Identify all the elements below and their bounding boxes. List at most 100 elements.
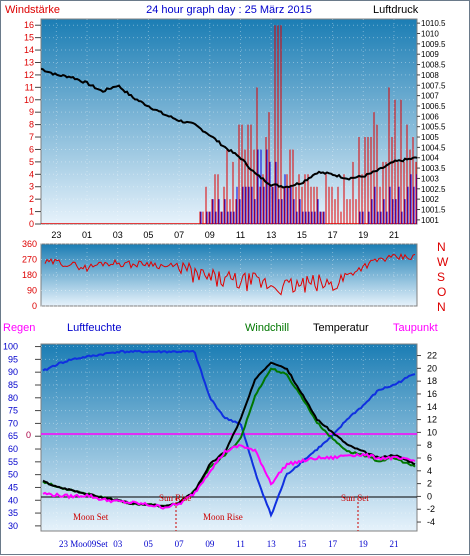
temperature-tick-label: 22 — [427, 351, 437, 361]
pressure-series — [41, 67, 417, 189]
x-tick-label: 07 — [174, 230, 184, 240]
pressure-tick-label: 1003.5 — [421, 164, 446, 173]
sun-set-label: Sun Set — [341, 493, 369, 503]
x-tick-label: 09 — [205, 539, 215, 549]
dewpoint-series — [42, 443, 416, 510]
wind-tick-label: 4 — [29, 169, 34, 179]
x-tick-label: 19 — [359, 539, 369, 549]
humidity-tick-label: 95 — [8, 354, 18, 364]
sun-rise-label: Sun Rise — [159, 493, 191, 503]
x-tick-label: 11 — [236, 539, 245, 549]
pressure-tick-label: 1010 — [421, 29, 439, 38]
direction-trace — [44, 252, 416, 296]
pressure-tick-label: 1006.5 — [421, 102, 446, 111]
x-tick-label: 19 — [358, 230, 368, 240]
temperature-tick-label: -4 — [427, 517, 435, 527]
wind-tick-label: 5 — [29, 157, 34, 167]
direction-tick-label: 270 — [22, 255, 37, 265]
temperature-tick-label: 2 — [427, 479, 432, 489]
x-tick-label: 05 — [143, 230, 153, 240]
x-tick-label: 21 — [389, 539, 398, 549]
temperature-tick-label: 14 — [427, 402, 437, 412]
pressure-tick-label: 1007.5 — [421, 81, 446, 90]
humidity-series — [42, 349, 416, 518]
humidity-label: Luftfeuchte — [67, 322, 121, 334]
rain-tick-label: 0 — [26, 430, 31, 440]
humidity-axis: 30 35 40 45 50 55 60 65 70 75 80 85 90 95 100 — [3, 342, 41, 531]
pressure-tick-label: 1007 — [421, 92, 439, 101]
wind-tick-label: 7 — [29, 132, 34, 142]
humidity-tick-label: 100 — [3, 342, 18, 352]
direction-tick-label: 0 — [32, 301, 37, 311]
x-tick-label: 17 — [328, 230, 338, 240]
wind-tick-label: 10 — [24, 95, 34, 105]
x-tick-label: 11 — [236, 230, 245, 240]
windchill-label: Windchill — [245, 322, 289, 334]
wind-tick-label: 14 — [24, 45, 34, 55]
wind-tick-label: 3 — [29, 182, 34, 192]
direction-tick-label: 180 — [22, 270, 37, 280]
wind-tick-label: 8 — [29, 120, 34, 130]
humidity-tick-label: 35 — [8, 508, 18, 518]
compass-label: S — [437, 270, 445, 284]
moon-set-label: Moon Set — [73, 512, 109, 522]
humidity-tick-label: 50 — [8, 470, 18, 480]
wind-tick-label: 12 — [24, 70, 34, 80]
humidity-tick-label: 55 — [8, 457, 18, 467]
x-tick-label: 09 — [205, 230, 215, 240]
x-tick-label: 03 — [113, 230, 123, 240]
wind-speed-series — [41, 25, 417, 224]
x-tick-label: 17 — [328, 539, 338, 549]
temperature-tick-label: -2 — [427, 504, 435, 514]
wind-speed-label: Windstärke — [5, 4, 60, 16]
humidity-tick-label: 70 — [8, 418, 18, 428]
humidity-tick-label: 80 — [8, 393, 18, 403]
x-tick-label: 15 — [297, 539, 307, 549]
x-tick-label: 13 — [267, 539, 277, 549]
temperature-tick-label: 0 — [427, 491, 432, 501]
humidity-tick-label: 40 — [8, 495, 18, 505]
wind-direction-plot-area — [40, 243, 418, 307]
temperature-tick-label: 10 — [427, 427, 437, 437]
x-tick-label: 01 — [82, 230, 92, 240]
gust-series — [200, 149, 417, 224]
moon-rise-label: Moon Rise — [203, 512, 243, 522]
wind-tick-label: 9 — [29, 107, 34, 117]
direction-tick-label: 90 — [27, 286, 37, 296]
pressure-tick-label: 1010.5 — [421, 19, 446, 28]
rain-label: Regen — [3, 322, 35, 334]
temperature-tick-label: 4 — [427, 466, 432, 476]
compass-label: N — [437, 300, 446, 314]
wind-tick-label: 15 — [24, 33, 34, 43]
wind-direction-grid — [41, 243, 417, 307]
bottom-axis-text: 23 Moo09Set — [59, 539, 108, 549]
pressure-tick-label: 1003 — [421, 174, 439, 183]
wind-direction-series — [44, 252, 416, 296]
pressure-tick-label: 1004 — [421, 154, 439, 163]
wind-tick-label: 2 — [29, 194, 34, 204]
x-tick-label: 05 — [144, 539, 154, 549]
pressure-tick-label: 1002 — [421, 195, 439, 204]
wind-tick-label: 6 — [29, 144, 34, 154]
pressure-tick-label: 1005 — [421, 133, 439, 142]
temperature-tick-label: 20 — [427, 363, 437, 373]
temperature-label: Temperatur — [313, 322, 369, 334]
wind-tick-label: 13 — [24, 57, 34, 67]
humidity-tick-label: 30 — [8, 521, 18, 531]
dewpoint-label: Taupunkt — [393, 322, 438, 334]
pressure-tick-label: 1008.5 — [421, 61, 446, 70]
pressure-tick-label: 1001.5 — [421, 206, 446, 215]
pressure-tick-label: 1008 — [421, 71, 439, 80]
x-tick-label: 03 — [113, 539, 123, 549]
humidity-tick-label: 45 — [8, 482, 18, 492]
wind-tick-label: 1 — [29, 207, 34, 217]
wind-pressure-plot-area — [40, 18, 418, 225]
humidity-tick-label: 60 — [8, 444, 18, 454]
